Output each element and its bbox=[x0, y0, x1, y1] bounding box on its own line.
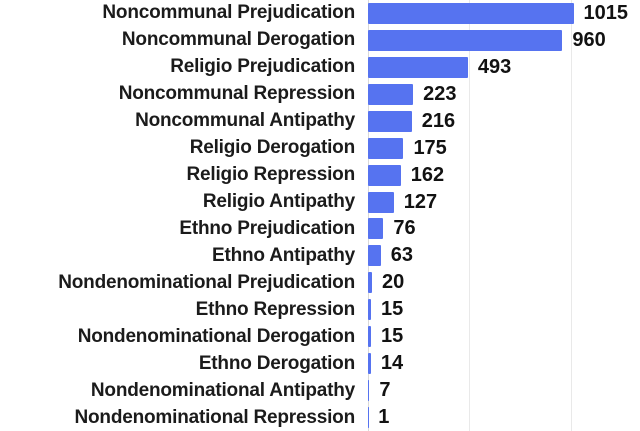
category-label: Religio Repression bbox=[186, 164, 356, 186]
value-label: 216 bbox=[421, 109, 456, 132]
bar-row: Ethno Derogation 14 bbox=[0, 350, 640, 377]
bar bbox=[368, 380, 370, 402]
value-label: 223 bbox=[423, 82, 457, 105]
value-label: 162 bbox=[410, 163, 445, 186]
category-label: Nondenominational Antipathy bbox=[90, 379, 355, 401]
bar-row: Ethno Antipathy 63 bbox=[0, 242, 640, 269]
category-label: Noncommunal Repression bbox=[118, 83, 356, 105]
bar bbox=[368, 83, 414, 105]
category-label: Ethno Antipathy bbox=[212, 244, 355, 266]
bar-row: Noncommunal Repression 223 bbox=[0, 81, 640, 108]
value-label: 960 bbox=[572, 28, 606, 51]
category-label: Ethno Prejudication bbox=[179, 217, 355, 239]
bar bbox=[368, 353, 371, 375]
category-label: Nondenominational Prejudication bbox=[58, 271, 355, 293]
bar bbox=[368, 326, 372, 348]
bar bbox=[368, 2, 574, 24]
category-label: Nondenominational Derogation bbox=[77, 325, 355, 347]
value-label: 14 bbox=[380, 352, 404, 375]
bar bbox=[368, 272, 373, 294]
bar bbox=[368, 299, 372, 321]
bar bbox=[368, 218, 384, 240]
x-axis-line bbox=[368, 0, 369, 431]
value-label: 15 bbox=[381, 298, 404, 321]
bar-row: Ethno Repression 15 bbox=[0, 296, 640, 323]
x-gridline bbox=[469, 0, 471, 431]
bar bbox=[368, 191, 394, 213]
value-label: 63 bbox=[390, 244, 413, 267]
bar-row: Religio Derogation 175 bbox=[0, 135, 640, 162]
value-label: 1015 bbox=[583, 1, 629, 24]
bar bbox=[368, 137, 404, 159]
category-label: Religio Derogation bbox=[189, 137, 355, 159]
bar-row: Noncommunal Antipathy 216 bbox=[0, 108, 640, 135]
value-label: 76 bbox=[393, 217, 416, 240]
category-label: Noncommunal Derogation bbox=[121, 29, 355, 51]
value-label: 493 bbox=[477, 55, 512, 78]
category-label: Religio Prejudication bbox=[170, 56, 355, 78]
bar-row: Noncommunal Derogation 960 bbox=[0, 27, 640, 54]
bar bbox=[368, 56, 468, 78]
bar bbox=[368, 245, 381, 267]
bar-row: Ethno Prejudication 76 bbox=[0, 216, 640, 243]
bar bbox=[368, 164, 401, 186]
bar-row: Religio Prejudication 493 bbox=[0, 54, 640, 81]
value-label: 20 bbox=[382, 271, 405, 294]
category-label: Ethno Derogation bbox=[198, 352, 355, 374]
x-gridline bbox=[570, 0, 572, 431]
bar-row: Noncommunal Prejudication 1015 bbox=[0, 0, 640, 27]
bar-row: Nondenominational Prejudication 20 bbox=[0, 269, 640, 296]
category-label: Noncommunal Antipathy bbox=[135, 110, 355, 132]
value-label: 7 bbox=[379, 379, 391, 402]
value-label: 175 bbox=[413, 136, 447, 159]
category-label: Noncommunal Prejudication bbox=[102, 2, 355, 24]
bar-row: Nondenominational Derogation 15 bbox=[0, 323, 640, 350]
category-label: Nondenominational Repression bbox=[74, 406, 356, 428]
category-label: Ethno Repression bbox=[195, 298, 356, 320]
value-label: 15 bbox=[381, 325, 404, 348]
value-label: 127 bbox=[403, 190, 438, 213]
bar-row: Nondenominational Antipathy 7 bbox=[0, 377, 640, 404]
bar-row: Nondenominational Repression 1 bbox=[0, 404, 640, 431]
bar bbox=[368, 29, 563, 51]
category-label: Religio Antipathy bbox=[202, 191, 355, 213]
bar-row: Religio Antipathy 127 bbox=[0, 189, 640, 216]
bar-row: Religio Repression 162 bbox=[0, 162, 640, 189]
value-label: 1 bbox=[378, 406, 390, 429]
bar bbox=[368, 110, 412, 132]
